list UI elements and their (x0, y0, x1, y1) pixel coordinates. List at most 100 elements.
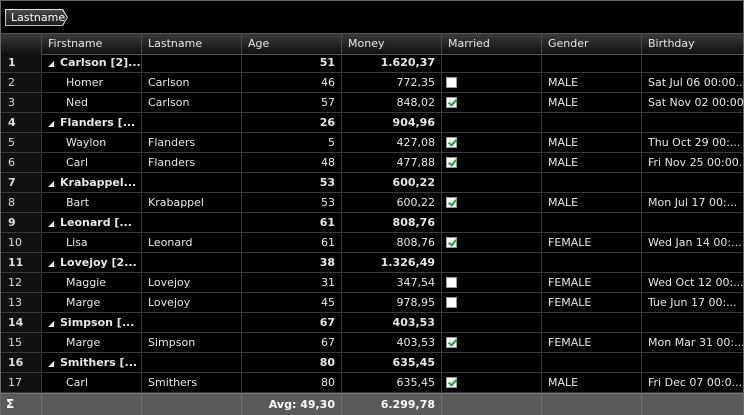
group-label-cell[interactable]: ◢ Leonard [... (42, 213, 142, 233)
group-row[interactable]: 4 ◢ Flanders [... 26 904,96 (1, 113, 743, 133)
cell-money[interactable]: 978,95 (342, 293, 442, 313)
table-row[interactable]: 10 Lisa Leonard 61 808,76 FEMALE Wed Jan 14 00… (1, 233, 743, 253)
cell-gender[interactable]: FEMALE (542, 293, 642, 313)
cell-birthday[interactable]: Wed Jan 14 00:... (642, 233, 743, 253)
cell-firstname[interactable]: Lisa (42, 233, 142, 253)
cell-birthday[interactable]: Thu Oct 29 00:... (642, 133, 743, 153)
cell-birthday[interactable]: Sat Jul 06 00:00... (642, 73, 743, 93)
cell-birthday[interactable]: Fri Dec 07 00:0... (642, 373, 743, 393)
group-label-cell[interactable]: ◢ Flanders [... (42, 113, 142, 133)
collapse-triangle-icon[interactable]: ◢ (48, 119, 55, 128)
cell-married[interactable] (442, 133, 542, 153)
cell-lastname[interactable]: Carlson (142, 73, 242, 93)
table-row[interactable]: 17 Carl Smithers 80 635,45 MALE Fri Dec 07 00:… (1, 373, 743, 393)
cell-lastname[interactable]: Carlson (142, 93, 242, 113)
column-header-married[interactable]: Married (442, 34, 542, 54)
cell-lastname[interactable]: Flanders (142, 133, 242, 153)
column-header-gender[interactable]: Gender (542, 34, 642, 54)
cell-age[interactable]: 61 (242, 233, 342, 253)
cell-married[interactable] (442, 273, 542, 293)
cell-gender[interactable]: MALE (542, 153, 642, 173)
cell-married[interactable] (442, 73, 542, 93)
table-row[interactable]: 15 Marge Simpson 67 403,53 FEMALE Mon Mar 31 0… (1, 333, 743, 353)
cell-firstname[interactable]: Carl (42, 153, 142, 173)
table-row[interactable]: 5 Waylon Flanders 5 427,08 MALE Thu Oct 29 00:… (1, 133, 743, 153)
cell-money[interactable]: 427,08 (342, 133, 442, 153)
column-header-lastname[interactable]: Lastname (142, 34, 242, 54)
cell-birthday[interactable]: Mon Jul 17 00:... (642, 193, 743, 213)
cell-age[interactable]: 80 (242, 373, 342, 393)
cell-firstname[interactable]: Carl (42, 373, 142, 393)
table-row[interactable]: 2 Homer Carlson 46 772,35 MALE Sat Jul 06 00:0… (1, 73, 743, 93)
cell-age[interactable]: 53 (242, 193, 342, 213)
cell-birthday[interactable]: Mon Mar 31 00:... (642, 333, 743, 353)
table-row[interactable]: 12 Maggie Lovejoy 31 347,54 FEMALE Wed Oct 12 … (1, 273, 743, 293)
group-row[interactable]: 11 ◢ Lovejoy [2... 38 1.326,49 (1, 253, 743, 273)
cell-lastname[interactable]: Lovejoy (142, 273, 242, 293)
cell-gender[interactable]: MALE (542, 193, 642, 213)
cell-firstname[interactable]: Marge (42, 333, 142, 353)
collapse-triangle-icon[interactable]: ◢ (48, 59, 55, 68)
cell-money[interactable]: 772,35 (342, 73, 442, 93)
collapse-triangle-icon[interactable]: ◢ (48, 179, 55, 188)
cell-age[interactable]: 67 (242, 333, 342, 353)
cell-gender[interactable]: MALE (542, 373, 642, 393)
cell-money[interactable]: 635,45 (342, 373, 442, 393)
cell-money[interactable]: 808,76 (342, 233, 442, 253)
cell-birthday[interactable]: Sat Nov 02 00:00... (642, 93, 743, 113)
cell-firstname[interactable]: Homer (42, 73, 142, 93)
cell-gender[interactable]: FEMALE (542, 273, 642, 293)
cell-married[interactable] (442, 193, 542, 213)
cell-gender[interactable]: FEMALE (542, 233, 642, 253)
collapse-triangle-icon[interactable]: ◢ (48, 359, 55, 368)
cell-lastname[interactable]: Flanders (142, 153, 242, 173)
cell-age[interactable]: 45 (242, 293, 342, 313)
group-label-cell[interactable]: ◢ Lovejoy [2... (42, 253, 142, 273)
cell-age[interactable]: 31 (242, 273, 342, 293)
collapse-triangle-icon[interactable]: ◢ (48, 219, 55, 228)
cell-age[interactable]: 5 (242, 133, 342, 153)
cell-firstname[interactable]: Waylon (42, 133, 142, 153)
table-row[interactable]: 6 Carl Flanders 48 477,88 MALE Fri Nov 25 00:0… (1, 153, 743, 173)
group-label-cell[interactable]: ◢ Smithers [... (42, 353, 142, 373)
cell-money[interactable]: 347,54 (342, 273, 442, 293)
checkbox-checked-icon[interactable] (446, 237, 457, 248)
cell-gender[interactable]: MALE (542, 133, 642, 153)
cell-lastname[interactable]: Lovejoy (142, 293, 242, 313)
cell-age[interactable]: 57 (242, 93, 342, 113)
cell-married[interactable] (442, 373, 542, 393)
cell-married[interactable] (442, 93, 542, 113)
group-row[interactable]: 16 ◢ Smithers [... 80 635,45 (1, 353, 743, 373)
cell-money[interactable]: 477,88 (342, 153, 442, 173)
column-header-money[interactable]: Money (342, 34, 442, 54)
cell-married[interactable] (442, 333, 542, 353)
group-label-cell[interactable]: ◢ Simpson [... (42, 313, 142, 333)
column-header-firstname[interactable]: Firstname (42, 34, 142, 54)
cell-firstname[interactable]: Bart (42, 193, 142, 213)
table-row[interactable]: 13 Marge Lovejoy 45 978,95 FEMALE Tue Jun 17 0… (1, 293, 743, 313)
cell-birthday[interactable]: Tue Jun 17 00:... (642, 293, 743, 313)
checkbox-checked-icon[interactable] (446, 337, 457, 348)
table-row[interactable]: 8 Bart Krabappel 53 600,22 MALE Mon Jul 17 00:… (1, 193, 743, 213)
group-label-cell[interactable]: ◢ Krabappel... (42, 173, 142, 193)
cell-lastname[interactable]: Leonard (142, 233, 242, 253)
checkbox-checked-icon[interactable] (446, 377, 457, 388)
checkbox-checked-icon[interactable] (446, 97, 457, 108)
checkbox-checked-icon[interactable] (446, 197, 457, 208)
cell-money[interactable]: 848,02 (342, 93, 442, 113)
checkbox-checked-icon[interactable] (446, 137, 457, 148)
cell-birthday[interactable]: Wed Oct 12 00:... (642, 273, 743, 293)
collapse-triangle-icon[interactable]: ◢ (48, 319, 55, 328)
cell-age[interactable]: 46 (242, 73, 342, 93)
cell-age[interactable]: 48 (242, 153, 342, 173)
cell-lastname[interactable]: Krabappel (142, 193, 242, 213)
cell-money[interactable]: 600,22 (342, 193, 442, 213)
cell-firstname[interactable]: Marge (42, 293, 142, 313)
column-header-age[interactable]: Age (242, 34, 342, 54)
checkbox-unchecked-icon[interactable] (446, 297, 457, 308)
group-row[interactable]: 14 ◢ Simpson [... 67 403,53 (1, 313, 743, 333)
checkbox-checked-icon[interactable] (446, 157, 457, 168)
column-header-birthday[interactable]: Birthday (648, 37, 695, 50)
cell-gender[interactable]: FEMALE (542, 333, 642, 353)
